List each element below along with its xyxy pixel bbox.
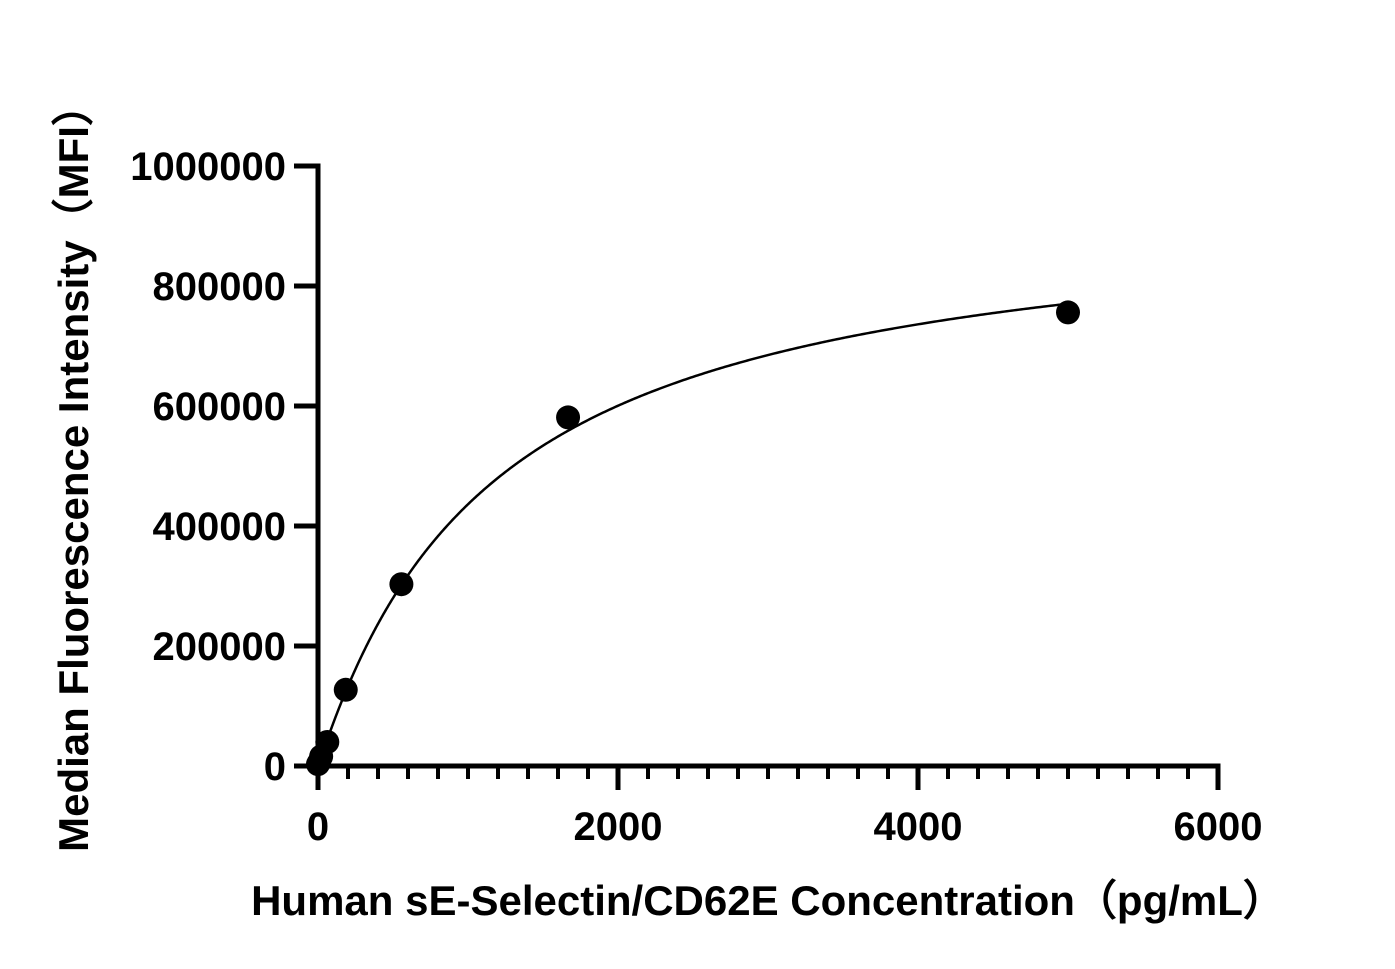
data-point <box>389 572 414 597</box>
x-tick-label: 4000 <box>874 805 963 849</box>
y-tick-label: 1000000 <box>130 145 286 189</box>
y-ticks: 0 200000 400000 600000 800000 1000000 <box>130 145 318 789</box>
y-tick-label: 800000 <box>153 265 286 309</box>
x-tick-label: 0 <box>307 805 329 849</box>
data-point <box>315 730 340 754</box>
fit-curve-layer <box>316 302 1069 767</box>
data-point <box>1056 300 1080 325</box>
fit-curve <box>316 302 1069 767</box>
data-points <box>306 300 1080 777</box>
data-point <box>333 677 358 702</box>
y-tick-label: 0 <box>264 745 286 789</box>
x-tick-label: 6000 <box>1174 805 1263 849</box>
x-tick-label: 2000 <box>574 805 663 849</box>
x-axis-title: Human sE-Selectin/CD62E Concentration（pg… <box>251 877 1285 924</box>
x-ticks: 0 2000 4000 6000 <box>307 766 1263 849</box>
axes: 0 200000 400000 600000 800000 1000000 0 2000 40… <box>130 145 1262 849</box>
y-tick-label: 400000 <box>153 505 286 549</box>
y-axis-title: Median Fluorescence Intensity（MFI） <box>50 84 97 852</box>
y-tick-label: 200000 <box>153 625 286 669</box>
y-tick-label: 600000 <box>153 385 286 429</box>
data-point <box>556 405 581 430</box>
